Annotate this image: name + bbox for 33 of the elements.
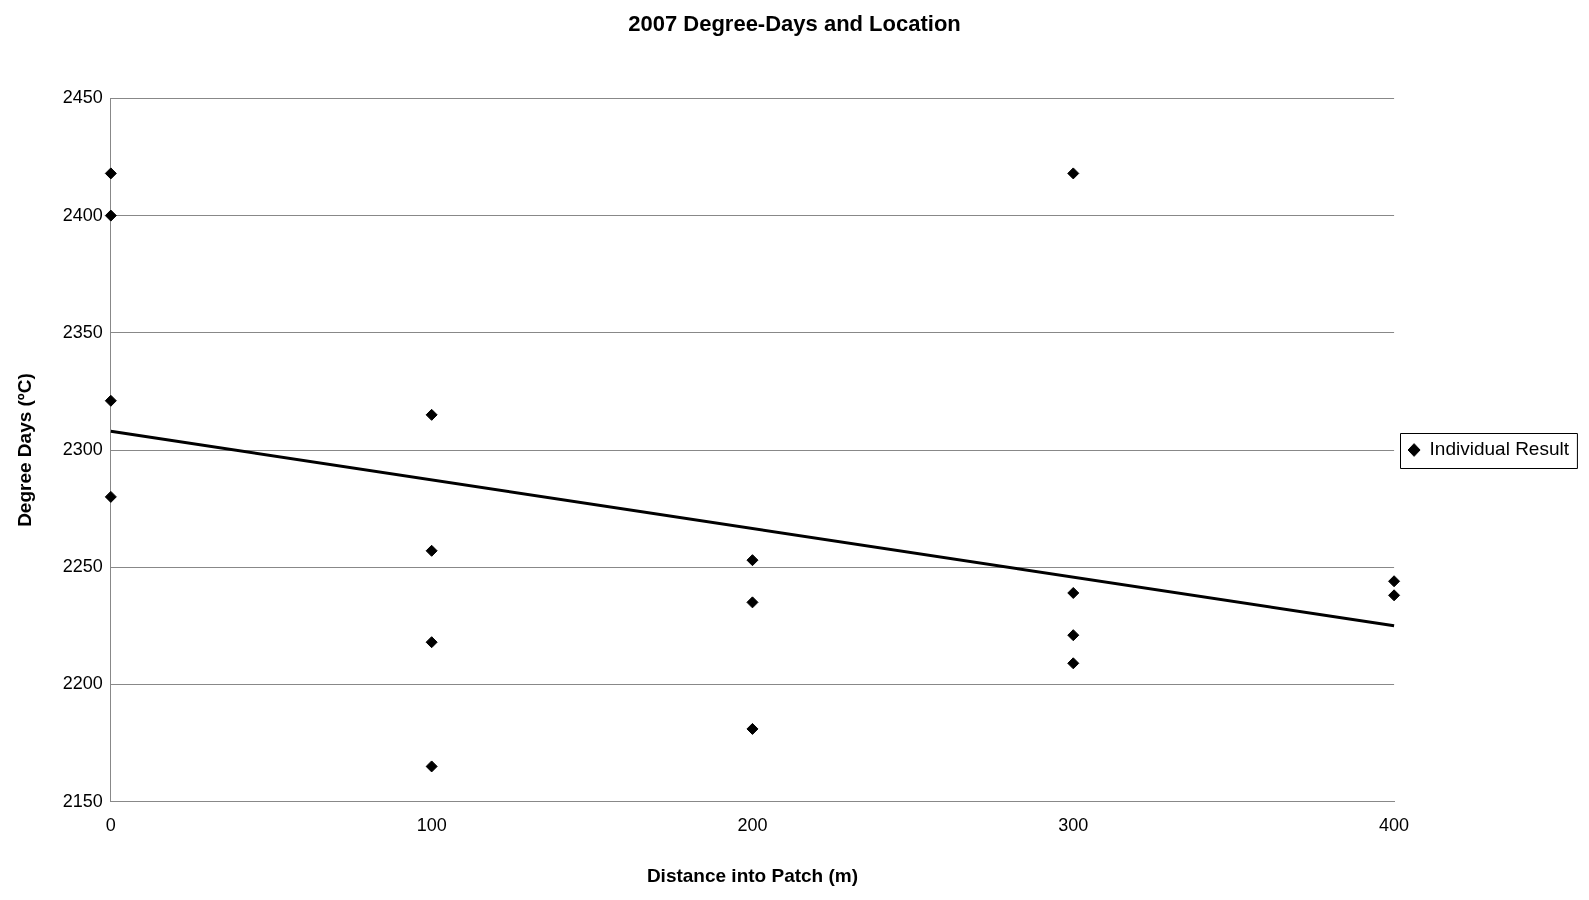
point (104, 490, 117, 503)
y-tick-label: 2150 (62, 790, 103, 811)
point (104, 394, 117, 407)
y-tick-label: 2200 (62, 673, 103, 694)
point (104, 209, 117, 222)
y-tick-label: 2400 (62, 204, 103, 225)
point (1067, 657, 1080, 670)
point (425, 544, 438, 557)
point (425, 760, 438, 773)
point (746, 554, 759, 567)
y-tick-label: 2450 (62, 87, 103, 108)
point (746, 596, 759, 609)
point (104, 167, 117, 180)
point (1388, 589, 1401, 602)
y-tick-label: 2300 (62, 438, 103, 459)
point (1067, 629, 1080, 642)
point (746, 722, 759, 735)
point (1388, 575, 1401, 588)
x-tick-label: 0 (105, 815, 116, 836)
y-tick-label: 2250 (62, 556, 103, 577)
x-tick-label: 100 (416, 815, 447, 836)
x-tick-label: 400 (1379, 815, 1410, 836)
y-tick-label: 2350 (62, 321, 103, 342)
x-axis-title: Distance into Patch (m) (646, 864, 859, 886)
chart-title: 2007 Degree-Days and Location (628, 11, 961, 37)
x-tick-label: 300 (1058, 815, 1089, 836)
x-tick-label: 200 (737, 815, 768, 836)
legend-label: Individual Result (1429, 438, 1570, 460)
y-axis-title: Degree Days (ºC) (13, 373, 35, 527)
point (1067, 167, 1080, 180)
point (425, 636, 438, 649)
point (1067, 586, 1080, 599)
point (425, 408, 438, 421)
